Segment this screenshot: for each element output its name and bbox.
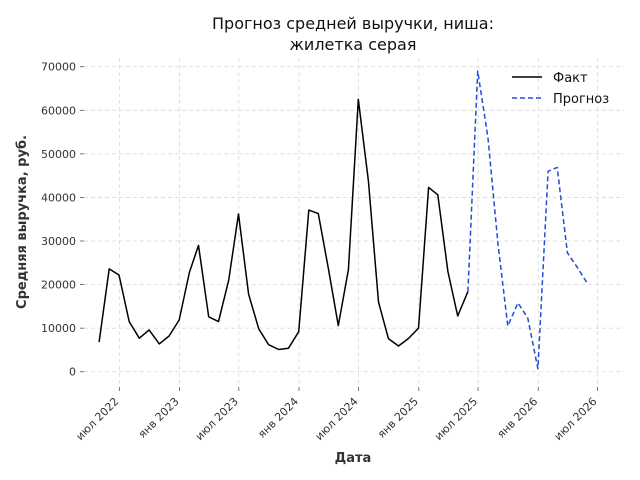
y-tick-label: 30000 bbox=[41, 235, 76, 248]
forecast-series-line bbox=[467, 70, 588, 370]
legend: Факт Прогноз bbox=[512, 71, 609, 107]
y-tick-label: 50000 bbox=[41, 148, 76, 161]
x-tick-label: янв 2025 bbox=[375, 395, 421, 441]
y-axis-label: Средняя выручка, руб. bbox=[15, 135, 30, 309]
x-tick-label: июл 2023 bbox=[193, 395, 241, 443]
x-axis-ticks: июл 2022 янв 2023 июл 2023 янв 2024 июл 2024… bbox=[73, 387, 600, 443]
grid bbox=[84, 58, 624, 387]
x-tick-label: июл 2024 bbox=[313, 395, 361, 443]
y-tick-label: 20000 bbox=[41, 279, 76, 292]
series-lines bbox=[98, 70, 588, 370]
x-tick-label: янв 2023 bbox=[136, 395, 182, 441]
x-tick-label: июл 2025 bbox=[432, 395, 480, 443]
x-axis-label: Дата bbox=[335, 451, 372, 466]
legend-label-forecast: Прогноз bbox=[553, 92, 609, 107]
y-tick-label: 70000 bbox=[41, 61, 76, 74]
x-tick-label: июл 2026 bbox=[552, 395, 600, 443]
legend-label-fact: Факт bbox=[553, 71, 588, 86]
fact-series-line bbox=[98, 98, 469, 351]
x-tick-label: янв 2024 bbox=[255, 395, 301, 441]
chart-title-line-2: жилетка серая bbox=[290, 35, 417, 54]
x-tick-label: янв 2026 bbox=[495, 395, 541, 441]
y-tick-label: 60000 bbox=[41, 104, 76, 117]
x-tick-label: июл 2022 bbox=[73, 395, 121, 443]
chart-title-line-1: Прогноз средней выручки, ниша: bbox=[212, 14, 494, 33]
y-tick-label: 10000 bbox=[41, 322, 76, 335]
y-tick-label: 0 bbox=[69, 366, 76, 379]
y-tick-label: 40000 bbox=[41, 191, 76, 204]
y-axis-ticks: 0 10000 20000 30000 40000 50000 60000 70000 bbox=[41, 61, 84, 379]
